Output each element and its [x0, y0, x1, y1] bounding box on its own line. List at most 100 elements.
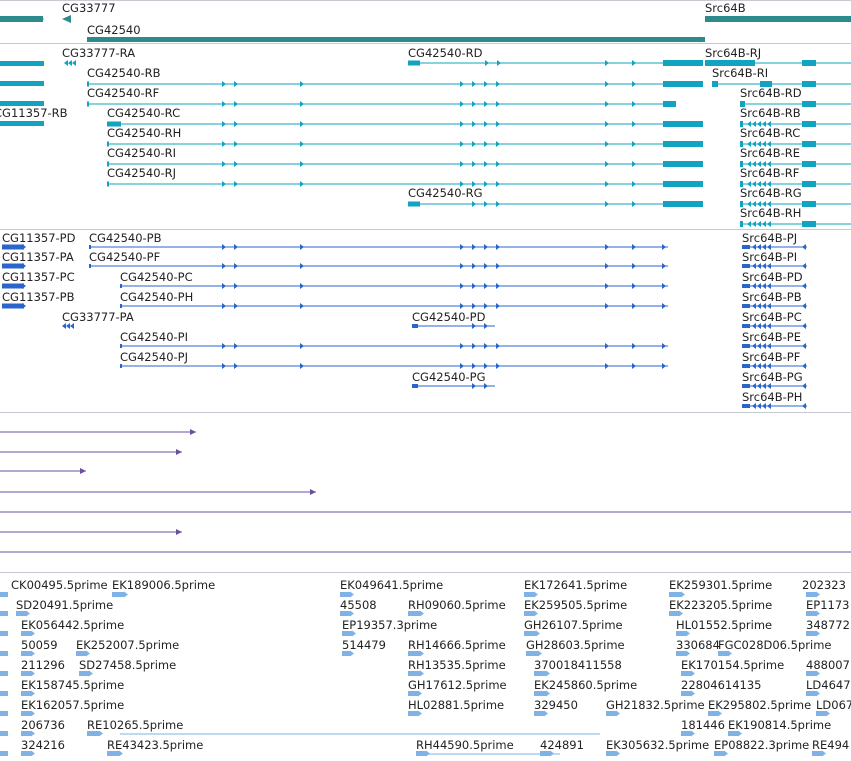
transcript-label[interactable]: Src64B-RD	[740, 86, 802, 100]
transcript-label[interactable]: CG42540-RF	[87, 86, 160, 100]
est-label[interactable]: 202323	[802, 578, 846, 592]
est-label[interactable]: EK245860.5prime	[534, 678, 638, 692]
protein-label[interactable]: Src64B-PE	[742, 330, 801, 344]
transcript-label[interactable]: CG42540-RB	[87, 66, 161, 80]
transcript-label[interactable]: CG42540-RC	[107, 106, 181, 120]
transcript-label[interactable]: CG42540-RI	[107, 146, 177, 160]
gene-glyph	[62, 15, 71, 23]
est-label[interactable]: RE10265.5prime	[87, 718, 184, 732]
est-label[interactable]: SD20491.5prime	[16, 598, 114, 612]
est-label[interactable]: GH17612.5prime	[408, 678, 507, 692]
transcript-label[interactable]: CG42540-RG	[408, 186, 483, 200]
protein-label[interactable]: CG33777-PA	[62, 310, 134, 324]
est-label[interactable]: EK170154.5prime	[681, 658, 785, 672]
strand-arrow-right	[662, 363, 666, 369]
transcript-label[interactable]: CG33777-RA	[62, 46, 136, 60]
est-label[interactable]: 329450	[534, 698, 578, 712]
protein-label[interactable]: Src64B-PC	[742, 310, 802, 324]
est-label[interactable]: 370018411558	[534, 658, 622, 672]
est-label[interactable]: RH44590.5prime	[416, 738, 514, 752]
est-label[interactable]: 514479	[342, 638, 386, 652]
est-label[interactable]: EK049641.5prime	[340, 578, 444, 592]
protein-label[interactable]: Src64B-PJ	[742, 231, 798, 245]
protein-label[interactable]: Src64B-PI	[742, 250, 798, 264]
est-label[interactable]: LD067	[816, 698, 851, 712]
est-label[interactable]: RE494	[812, 738, 850, 752]
protein-label[interactable]: Src64B-PB	[742, 290, 802, 304]
est-label[interactable]: 22804614135	[681, 678, 762, 692]
est-label[interactable]: EP19357.3prime	[342, 618, 438, 632]
protein-label[interactable]: CG42540-PB	[89, 231, 162, 245]
protein-label[interactable]: CG42540-PI	[120, 330, 189, 344]
transcript-label[interactable]: CG42540-RH	[107, 126, 182, 140]
protein-label[interactable]: Src64B-PD	[742, 270, 803, 284]
est-label[interactable]: 330684	[676, 638, 720, 652]
transcript-label[interactable]: CG42540-RJ	[107, 166, 177, 180]
est-label[interactable]: 424891	[540, 738, 584, 752]
est-label[interactable]: 181446	[681, 718, 725, 732]
est-label[interactable]: 324216	[21, 738, 65, 752]
transcript-label[interactable]: Src64B-RH	[740, 206, 802, 220]
est-label[interactable]: EK259301.5prime	[669, 578, 773, 592]
protein-label[interactable]: CG11357-PA	[2, 250, 74, 264]
est-label[interactable]: EK223205.5prime	[669, 598, 773, 612]
transcript-label[interactable]: Src64B-RG	[740, 186, 802, 200]
transcript-label[interactable]: Src64B-RI	[712, 66, 769, 80]
protein-label[interactable]: CG11357-PD	[2, 231, 76, 245]
est-label[interactable]: EK295802.5prime	[708, 698, 812, 712]
est-label[interactable]: EK158745.5prime	[21, 678, 125, 692]
protein-label[interactable]: CG42540-PC	[120, 270, 193, 284]
transcript-label[interactable]: Src64B-RF	[740, 166, 800, 180]
est-label[interactable]: EK056442.5prime	[21, 618, 125, 632]
protein-label[interactable]: CG42540-PG	[412, 370, 486, 384]
est-label[interactable]: HL01552.5prime	[676, 618, 773, 632]
protein-label[interactable]: CG42540-PF	[89, 250, 161, 264]
est-label[interactable]: SD27458.5prime	[79, 658, 177, 672]
est-label[interactable]: GH26107.5prime	[524, 618, 623, 632]
transcript-label[interactable]: CG42540-RD	[408, 46, 483, 60]
est-label[interactable]: EK190814.5prime	[728, 718, 832, 732]
est-label[interactable]: LD4647	[806, 678, 851, 692]
est-label[interactable]: 488007	[806, 658, 850, 672]
est-label[interactable]: GH21832.5prime	[606, 698, 705, 712]
gene-label[interactable]: Src64B	[705, 1, 746, 15]
strand-arrow-right	[31, 670, 35, 677]
est-label[interactable]: 206736	[21, 718, 65, 732]
est-label[interactable]: RE43423.5prime	[107, 738, 204, 752]
transcript-label[interactable]: Src64B-RE	[740, 146, 801, 160]
gene-label[interactable]: CG42540	[87, 23, 141, 37]
est-label[interactable]: EP1173	[806, 598, 850, 612]
est-label[interactable]: RH09060.5prime	[408, 598, 506, 612]
est-label[interactable]: EK252007.5prime	[76, 638, 180, 652]
transcript-label[interactable]: Src64B-RC	[740, 126, 801, 140]
est-label[interactable]: RH14666.5prime	[408, 638, 506, 652]
est-label[interactable]: EK189006.5prime	[112, 578, 216, 592]
protein-label[interactable]: CG11357-PB	[2, 290, 75, 304]
est-label[interactable]: EK259505.5prime	[524, 598, 628, 612]
protein-label[interactable]: Src64B-PG	[742, 370, 803, 384]
est-label[interactable]: EP08822.3prime	[714, 738, 810, 752]
gene-label[interactable]: CG33777	[62, 1, 116, 15]
est-label[interactable]: 45508	[340, 598, 377, 612]
protein-label[interactable]: CG11357-PC	[2, 270, 75, 284]
est-label[interactable]: 211296	[21, 658, 65, 672]
est-label[interactable]: RH13535.5prime	[408, 658, 506, 672]
protein-label[interactable]: CG42540-PH	[120, 290, 194, 304]
est-label[interactable]: GH28603.5prime	[526, 638, 625, 652]
transcript-label[interactable]: Src64B-RJ	[705, 46, 762, 60]
est-label[interactable]: HL02881.5prime	[408, 698, 505, 712]
protein-label[interactable]: Src64B-PH	[742, 390, 803, 404]
est-label[interactable]: CK00495.5prime	[11, 578, 108, 592]
est-label[interactable]: EK162057.5prime	[21, 698, 125, 712]
protein-label[interactable]: CG42540-PD	[412, 310, 486, 324]
est-label[interactable]: EK305632.5prime	[606, 738, 710, 752]
est-label[interactable]: FGC028D06.5prime	[718, 638, 832, 652]
protein-label[interactable]: CG42540-PJ	[120, 350, 189, 364]
est-label[interactable]: 50059	[21, 638, 58, 652]
est-label[interactable]: 348772	[806, 618, 850, 632]
transcript-label[interactable]: Src64B-RB	[740, 106, 801, 120]
protein-label[interactable]: Src64B-PF	[742, 350, 801, 364]
transcript-label[interactable]: CG11357-RB	[0, 106, 68, 120]
est-label[interactable]: EK172641.5prime	[524, 578, 628, 592]
